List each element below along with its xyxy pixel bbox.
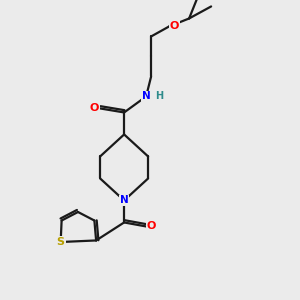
- Text: H: H: [155, 92, 163, 101]
- Text: S: S: [57, 237, 65, 247]
- Text: N: N: [120, 196, 128, 206]
- Text: N: N: [142, 92, 151, 101]
- Text: O: O: [89, 103, 99, 113]
- Text: O: O: [146, 221, 156, 232]
- Text: O: O: [169, 22, 179, 32]
